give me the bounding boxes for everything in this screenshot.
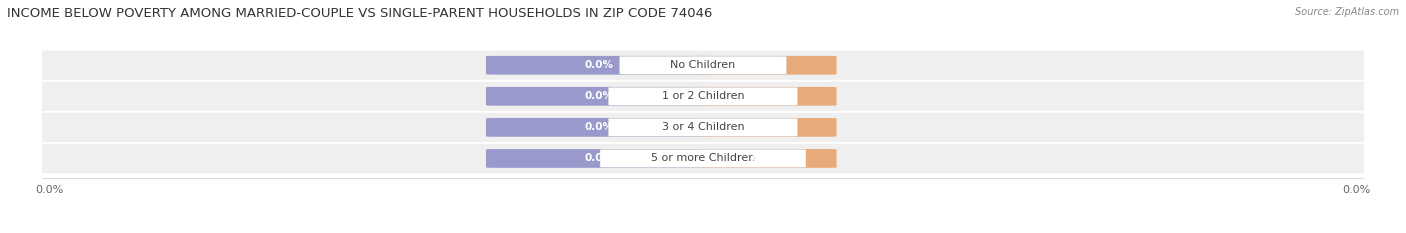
Text: 0.0%: 0.0% — [583, 122, 613, 132]
Text: 0.0%: 0.0% — [583, 154, 613, 163]
FancyBboxPatch shape — [695, 118, 837, 137]
FancyBboxPatch shape — [486, 56, 711, 75]
FancyBboxPatch shape — [695, 56, 837, 75]
Text: 0.0%: 0.0% — [583, 91, 613, 101]
FancyBboxPatch shape — [695, 149, 837, 168]
Text: No Children: No Children — [671, 60, 735, 70]
Text: 0.0%: 0.0% — [583, 60, 613, 70]
Text: 0.0%: 0.0% — [751, 91, 780, 101]
Text: 1 or 2 Children: 1 or 2 Children — [662, 91, 744, 101]
FancyBboxPatch shape — [609, 118, 797, 136]
FancyBboxPatch shape — [609, 87, 797, 105]
Text: 0.0%: 0.0% — [751, 122, 780, 132]
Text: 5 or more Children: 5 or more Children — [651, 154, 755, 163]
FancyBboxPatch shape — [620, 56, 786, 74]
FancyBboxPatch shape — [695, 87, 837, 106]
FancyBboxPatch shape — [35, 113, 1371, 142]
FancyBboxPatch shape — [486, 149, 711, 168]
FancyBboxPatch shape — [600, 149, 806, 168]
Text: Source: ZipAtlas.com: Source: ZipAtlas.com — [1295, 7, 1399, 17]
FancyBboxPatch shape — [35, 51, 1371, 80]
FancyBboxPatch shape — [486, 87, 711, 106]
FancyBboxPatch shape — [486, 118, 711, 137]
Text: 3 or 4 Children: 3 or 4 Children — [662, 122, 744, 132]
FancyBboxPatch shape — [35, 82, 1371, 111]
Text: 0.0%: 0.0% — [751, 60, 780, 70]
FancyBboxPatch shape — [35, 144, 1371, 173]
Text: 0.0%: 0.0% — [751, 154, 780, 163]
Text: INCOME BELOW POVERTY AMONG MARRIED-COUPLE VS SINGLE-PARENT HOUSEHOLDS IN ZIP COD: INCOME BELOW POVERTY AMONG MARRIED-COUPL… — [7, 7, 713, 20]
